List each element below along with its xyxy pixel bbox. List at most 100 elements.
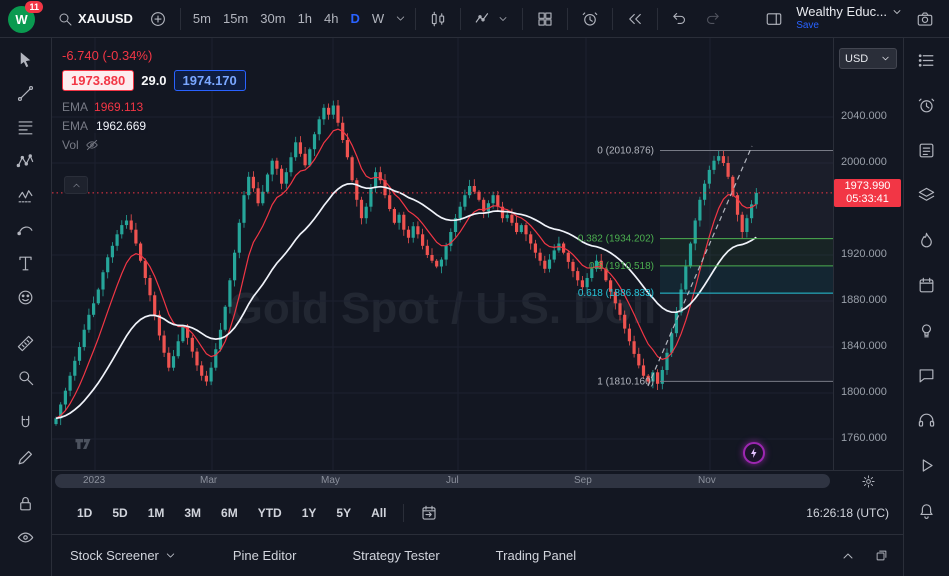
buy-button[interactable]: 1974.170 [173, 70, 246, 91]
interval-d[interactable]: D [350, 11, 360, 26]
replay-icon [626, 10, 644, 28]
interval-30m[interactable]: 30m [260, 11, 286, 26]
chart-canvas[interactable]: Gold Spot / U.S. Doll 0 (2010.876) 0.382 … [52, 38, 833, 470]
sell-button[interactable]: 1973.880 [62, 70, 135, 91]
interval-menu-button[interactable] [392, 5, 409, 33]
interval-group: 5m 15m 30m 1h 4h D W [187, 6, 390, 32]
price-axis-settings[interactable] [833, 471, 903, 492]
hide-drawings-tool-button[interactable] [9, 522, 43, 552]
save-button[interactable]: Save [796, 20, 819, 31]
ema-fast-row[interactable]: EMA 1969.113 [62, 100, 246, 114]
maximize-icon[interactable] [874, 548, 889, 563]
brush-tool-button[interactable] [9, 214, 43, 244]
range-1m[interactable]: 1M [147, 506, 165, 520]
draw-tool-button[interactable] [9, 442, 43, 472]
boost-button[interactable] [743, 442, 765, 464]
price-tick-1840: 1840.000 [841, 340, 887, 352]
range-1d[interactable]: 1D [77, 506, 93, 520]
footer-item-pine-editor[interactable]: Pine Editor [232, 548, 297, 563]
news-button[interactable] [913, 138, 941, 163]
ema-slow-row[interactable]: EMA 1962.669 [62, 119, 246, 133]
svg-text:0.618 (1886.833): 0.618 (1886.833) [578, 288, 654, 299]
toolbar-separator [522, 7, 524, 30]
right-sidebar [903, 38, 949, 576]
indicators-button[interactable] [467, 5, 516, 33]
compare-add-button[interactable] [142, 5, 174, 33]
time-tick-mar: Mar [200, 475, 218, 486]
interval-15m[interactable]: 15m [222, 11, 249, 26]
ema-slow-value: 1962.669 [94, 119, 149, 133]
lock-tool-button[interactable] [9, 488, 43, 518]
chevron-down-icon [394, 12, 407, 25]
chart-style-button[interactable] [422, 5, 454, 33]
measure-tool-button[interactable] [9, 328, 43, 358]
magnet-tool-button[interactable] [9, 408, 43, 438]
cursor-tool-button[interactable] [9, 44, 43, 74]
price-axis[interactable]: USD 1973.990 05:33:41 2040.000 2000.000 19… [833, 38, 903, 470]
object-tree-button[interactable] [913, 183, 941, 208]
range-separator [403, 504, 405, 522]
ema-slow-label: EMA [62, 119, 89, 133]
trend-line-tool-button[interactable] [9, 78, 43, 108]
spread-value: 29.0 [141, 73, 167, 88]
price-tick-1920: 1920.000 [841, 248, 887, 260]
session-clock[interactable]: 16:26:18 (UTC) [806, 506, 889, 520]
footer-item-trading-panel[interactable]: Trading Panel [495, 548, 577, 563]
interval-5m[interactable]: 5m [192, 11, 211, 26]
hotlists-button[interactable] [913, 228, 941, 253]
current-price-label: 1973.990 05:33:41 [834, 178, 901, 207]
streams-button[interactable] [913, 453, 941, 478]
support-button[interactable] [913, 408, 941, 433]
interval-w[interactable]: W [371, 11, 385, 26]
currency-select[interactable]: USD [839, 48, 897, 69]
interval-4h[interactable]: 4h [324, 11, 339, 26]
snapshot-button[interactable] [909, 5, 941, 33]
text-tool-button[interactable] [9, 248, 43, 278]
undo-icon [671, 10, 688, 27]
range-1y[interactable]: 1Y [301, 506, 317, 520]
range-6m[interactable]: 6M [221, 506, 238, 520]
watchlist-button[interactable] [913, 48, 941, 73]
footer-item-stock-screener[interactable]: Stock Screener [70, 548, 177, 563]
symbol-search-button[interactable]: XAUUSD [50, 5, 140, 33]
notifications-button[interactable] [913, 498, 941, 523]
pattern-tool-button[interactable] [9, 146, 43, 176]
volume-row[interactable]: Vol [62, 138, 246, 152]
go-to-date-button[interactable] [420, 504, 438, 522]
tradingview-logo[interactable] [68, 434, 98, 454]
undo-button[interactable] [664, 5, 695, 33]
range-5y[interactable]: 5Y [336, 506, 352, 520]
chat-button[interactable] [913, 363, 941, 388]
layout-grid-button[interactable] [529, 5, 561, 33]
zoom-tool-button[interactable] [9, 362, 43, 392]
account-name: Wealthy Educ... [796, 4, 887, 19]
bar-replay-button[interactable] [619, 5, 651, 33]
redo-button[interactable] [697, 5, 728, 33]
time-axis-strip[interactable]: 2023 Mar May Jul Sep Nov [52, 471, 833, 492]
panel-expand-icon[interactable] [840, 548, 856, 564]
prediction-tool-button[interactable] [9, 180, 43, 210]
ideas-button[interactable] [913, 318, 941, 343]
range-3m[interactable]: 3M [184, 506, 202, 520]
create-alert-button[interactable] [574, 5, 606, 33]
account-menu[interactable]: Wealthy Educ... Save [796, 5, 903, 32]
calendar-button[interactable] [913, 273, 941, 298]
panel-layout-button[interactable] [758, 5, 790, 33]
range-5d[interactable]: 5D [112, 506, 128, 520]
footer-item-strategy-tester[interactable]: Strategy Tester [352, 548, 440, 563]
emoji-tool-button[interactable] [9, 282, 43, 312]
toolbar-separator [460, 7, 462, 30]
interval-1h[interactable]: 1h [297, 11, 313, 26]
chart-horizontal-scrollbar[interactable] [55, 474, 830, 488]
alerts-button[interactable] [913, 93, 941, 118]
legend-collapse-button[interactable] [64, 176, 88, 194]
range-all[interactable]: All [371, 506, 387, 520]
app-logo[interactable]: W 11 [8, 0, 43, 34]
bar-countdown: 05:33:41 [846, 192, 889, 205]
hidden-eye-icon[interactable] [85, 138, 99, 152]
time-tick-jul: Jul [446, 475, 459, 486]
range-ytd[interactable]: YTD [257, 506, 282, 520]
redo-icon [704, 10, 721, 27]
fib-retracement-tool-button[interactable] [9, 112, 43, 142]
